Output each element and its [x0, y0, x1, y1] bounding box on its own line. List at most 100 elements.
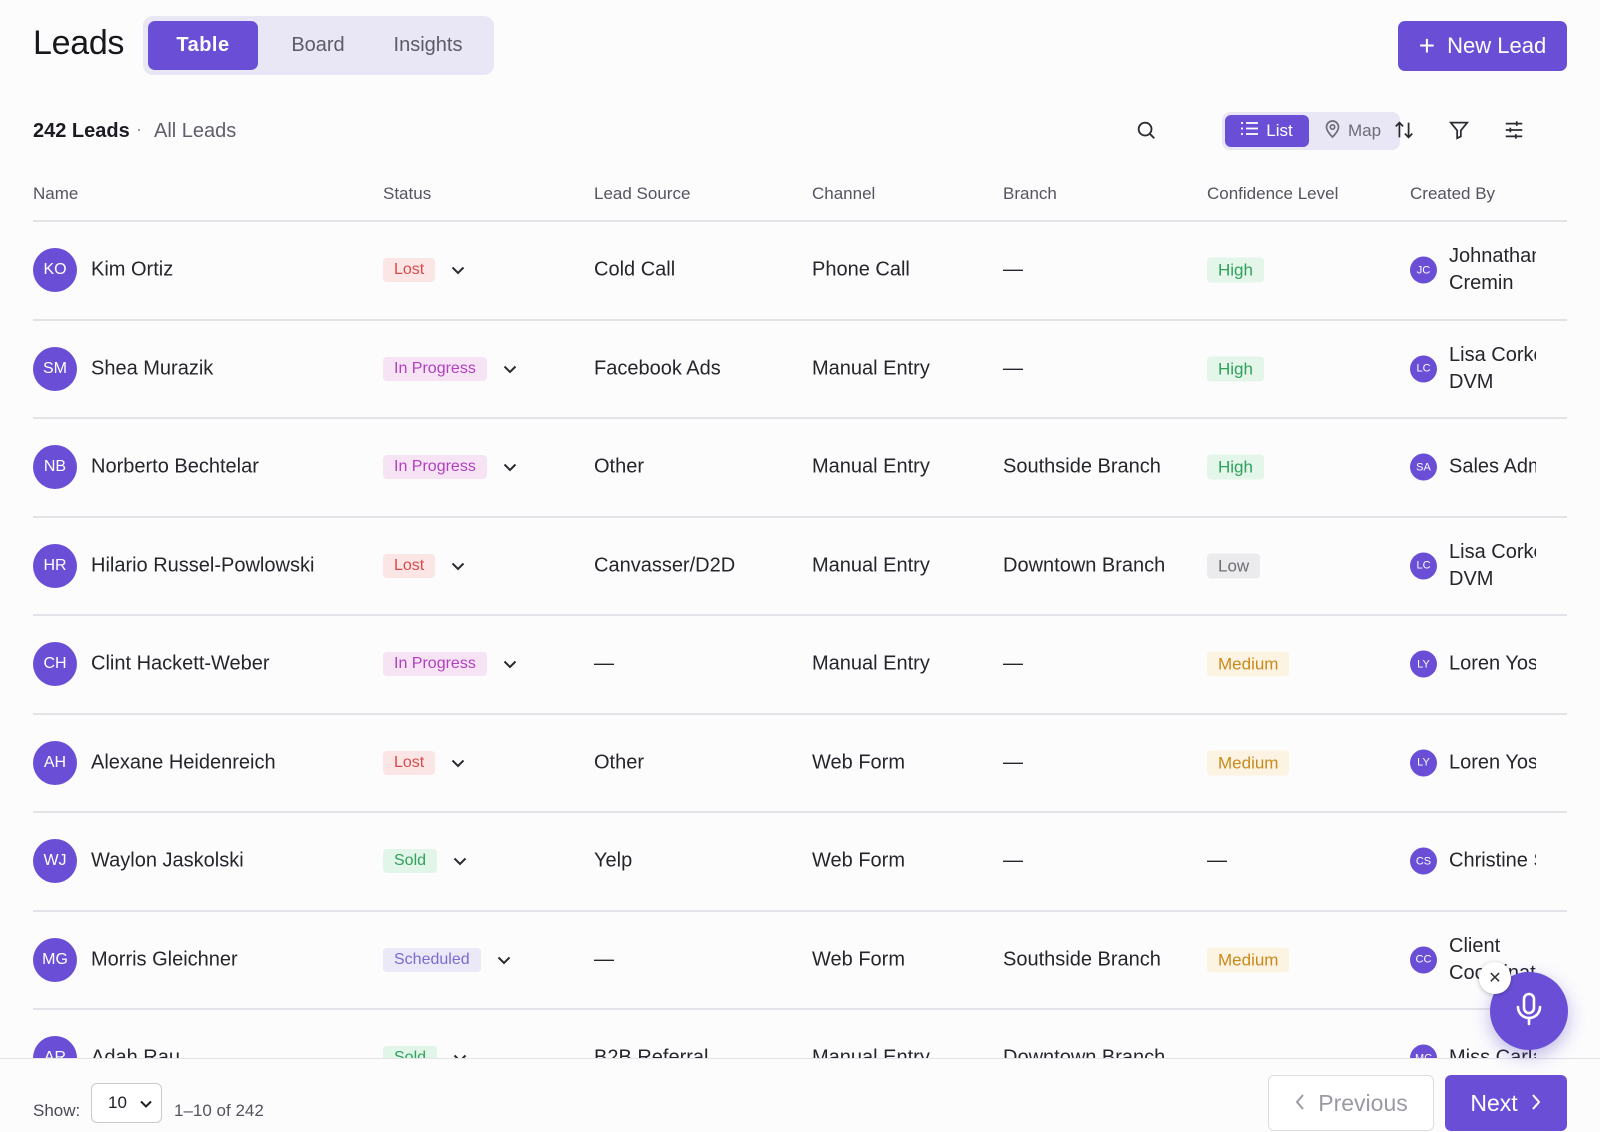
close-voice-assistant-button[interactable]: ✕ — [1479, 962, 1511, 994]
lead-branch: Downtown Branch — [1003, 554, 1166, 577]
table-row[interactable]: WJ Waylon Jaskolski Sold Yelp Web Form — — CS Ch… — [33, 813, 1567, 912]
columns-settings-icon[interactable] — [1500, 116, 1528, 144]
lead-name[interactable]: Morris Gleichner — [91, 948, 238, 971]
lead-name[interactable]: Norberto Bechtelar — [91, 455, 259, 478]
lead-name[interactable]: Kim Ortiz — [91, 258, 174, 281]
lead-source: — — [594, 948, 614, 971]
table-row[interactable]: NB Norberto Bechtelar In Progress Other Manu… — [33, 419, 1567, 518]
creator-name: Christine S — [1449, 849, 1536, 872]
status-badge[interactable]: Sold — [383, 1046, 438, 1060]
avatar: SM — [33, 346, 77, 391]
pagination-range: 1–10 of 242 — [174, 1101, 264, 1120]
created-by-cell: LY Loren Yost — [1410, 715, 1536, 812]
microphone-icon — [1514, 992, 1544, 1031]
status-badge[interactable]: Scheduled — [383, 947, 481, 972]
status-badge[interactable]: In Progress — [383, 356, 487, 381]
list-map-toggle: List Map — [1222, 112, 1400, 150]
table-row[interactable]: HR Hilario Russel-Powlowski Lost Canvasser/… — [33, 518, 1567, 616]
status-badge[interactable]: Lost — [383, 553, 436, 578]
search-icon[interactable] — [1132, 116, 1160, 144]
status-badge[interactable]: Lost — [383, 258, 436, 283]
lead-name[interactable]: Alexane Heidenreich — [91, 751, 276, 774]
tab-board[interactable]: Board — [291, 34, 345, 56]
lead-channel: Web Form — [812, 751, 905, 774]
lead-source: B2B Referral — [594, 1046, 709, 1060]
column-header-status[interactable]: Status — [383, 184, 432, 203]
status-badge[interactable]: Lost — [383, 750, 436, 775]
created-by-cell: LC Lisa Corkery DVM — [1410, 321, 1536, 418]
table-row[interactable]: CH Clint Hackett-Weber In Progress — Manual … — [33, 616, 1567, 715]
chevron-down-icon[interactable] — [449, 261, 467, 279]
status-cell: Scheduled — [383, 947, 513, 972]
creator-name: Johnathan Cremin — [1449, 245, 1536, 295]
page-size-select[interactable]: 10 — [91, 1083, 162, 1123]
avatar: LC — [1410, 552, 1437, 580]
column-header-channel[interactable]: Channel — [812, 184, 876, 203]
lead-branch: — — [1003, 751, 1023, 774]
new-lead-button[interactable]: + New Lead — [1398, 21, 1567, 71]
lead-name[interactable]: Clint Hackett-Weber — [91, 652, 270, 675]
sort-icon[interactable] — [1390, 116, 1418, 144]
filter-icon[interactable] — [1445, 116, 1473, 144]
status-badge[interactable]: In Progress — [383, 652, 487, 677]
chevron-down-icon[interactable] — [451, 1049, 469, 1060]
lead-source: Facebook Ads — [594, 357, 721, 380]
chevron-down-icon[interactable] — [449, 754, 467, 772]
table-row[interactable]: MG Morris Gleichner Scheduled — Web Form Sout… — [33, 912, 1567, 1010]
separator-dot: · — [136, 119, 142, 139]
avatar: AR — [33, 1036, 77, 1060]
table-toolbar: 242 Leads · All Leads List Map — [33, 110, 1567, 152]
lead-source: Other — [594, 751, 645, 774]
chevron-down-icon[interactable] — [501, 458, 519, 476]
avatar: JC — [1410, 256, 1437, 284]
lead-count: 242 Leads — [33, 120, 130, 142]
previous-page-button[interactable]: Previous — [1268, 1075, 1434, 1131]
tab-insights[interactable]: Insights — [393, 34, 463, 56]
lead-branch: — — [1003, 652, 1023, 675]
view-map-button[interactable]: Map — [1309, 115, 1397, 147]
confidence-badge: High — [1207, 454, 1264, 480]
table-row[interactable]: AH Alexane Heidenreich Lost Other Web Form — M… — [33, 715, 1567, 813]
chevron-down-icon[interactable] — [501, 360, 519, 378]
column-header-created-by[interactable]: Created By — [1410, 184, 1496, 203]
confidence-cell: Medium — [1207, 947, 1290, 973]
tab-table[interactable]: Table — [148, 21, 258, 70]
column-header-branch[interactable]: Branch — [1003, 184, 1057, 203]
avatar: LY — [1410, 749, 1437, 777]
lead-channel: Manual Entry — [812, 554, 930, 577]
lead-name[interactable]: Hilario Russel-Powlowski — [91, 554, 315, 577]
lead-name[interactable]: Shea Murazik — [91, 357, 214, 380]
status-badge[interactable]: Sold — [383, 849, 438, 874]
avatar: CS — [1410, 847, 1437, 875]
table-row[interactable]: SM Shea Murazik In Progress Facebook Ads Man… — [33, 321, 1567, 419]
view-list-button[interactable]: List — [1225, 115, 1309, 147]
column-header-name[interactable]: Name — [33, 184, 79, 203]
lead-name[interactable]: Waylon Jaskolski — [91, 849, 244, 872]
creator-name: Loren Yost — [1449, 652, 1536, 675]
lead-source: Canvasser/D2D — [594, 554, 736, 577]
status-cell: Lost — [383, 750, 467, 775]
chevron-down-icon[interactable] — [451, 852, 469, 870]
column-header-lead-source[interactable]: Lead Source — [594, 184, 691, 203]
next-label: Next — [1470, 1089, 1518, 1116]
chevron-down-icon[interactable] — [449, 557, 467, 575]
lead-name[interactable]: Adah Rau — [91, 1046, 180, 1060]
table-row[interactable]: AR Adah Rau Sold B2B Referral Manual Entry Do… — [33, 1010, 1567, 1060]
status-badge[interactable]: In Progress — [383, 455, 487, 480]
chevron-right-icon — [1530, 1090, 1542, 1117]
next-page-button[interactable]: Next — [1445, 1075, 1567, 1131]
avatar: LC — [1410, 355, 1437, 383]
show-label: Show: — [33, 1101, 81, 1120]
current-filter-name[interactable]: All Leads — [154, 120, 237, 142]
lead-source: Yelp — [594, 849, 633, 872]
column-header-confidence[interactable]: Confidence Level — [1207, 184, 1339, 203]
creator-name: Lisa Corkery DVM — [1449, 540, 1536, 590]
lead-branch: — — [1003, 258, 1023, 281]
map-pin-icon — [1325, 119, 1340, 143]
chevron-down-icon[interactable] — [501, 655, 519, 673]
close-icon: ✕ — [1488, 970, 1502, 987]
table-row[interactable]: KO Kim Ortiz Lost Cold Call Phone Call — High J… — [33, 222, 1567, 321]
avatar: MG — [33, 937, 77, 982]
chevron-down-icon[interactable] — [495, 951, 513, 969]
